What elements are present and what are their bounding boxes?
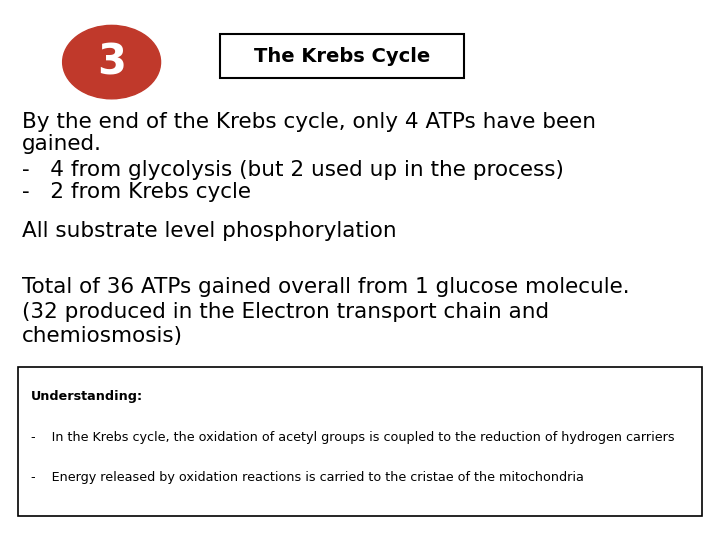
FancyBboxPatch shape [18, 367, 702, 516]
Text: Understanding:: Understanding: [31, 390, 143, 403]
Text: gained.: gained. [22, 134, 102, 154]
Text: All substrate level phosphorylation: All substrate level phosphorylation [22, 221, 396, 241]
Text: chemiosmosis): chemiosmosis) [22, 326, 183, 346]
Text: (32 produced in the Electron transport chain and: (32 produced in the Electron transport c… [22, 301, 549, 322]
Text: 3: 3 [97, 41, 126, 83]
Text: -    In the Krebs cycle, the oxidation of acetyl groups is coupled to the reduct: - In the Krebs cycle, the oxidation of a… [31, 431, 675, 444]
Text: -   4 from glycolysis (but 2 used up in the process): - 4 from glycolysis (but 2 used up in th… [22, 159, 564, 180]
Text: The Krebs Cycle: The Krebs Cycle [254, 46, 430, 66]
Circle shape [63, 25, 161, 99]
Text: By the end of the Krebs cycle, only 4 ATPs have been: By the end of the Krebs cycle, only 4 AT… [22, 111, 595, 132]
Text: Total of 36 ATPs gained overall from 1 glucose molecule.: Total of 36 ATPs gained overall from 1 g… [22, 277, 629, 298]
FancyBboxPatch shape [220, 34, 464, 78]
Text: -    Energy released by oxidation reactions is carried to the cristae of the mit: - Energy released by oxidation reactions… [31, 471, 584, 484]
Text: -   2 from Krebs cycle: - 2 from Krebs cycle [22, 182, 251, 202]
